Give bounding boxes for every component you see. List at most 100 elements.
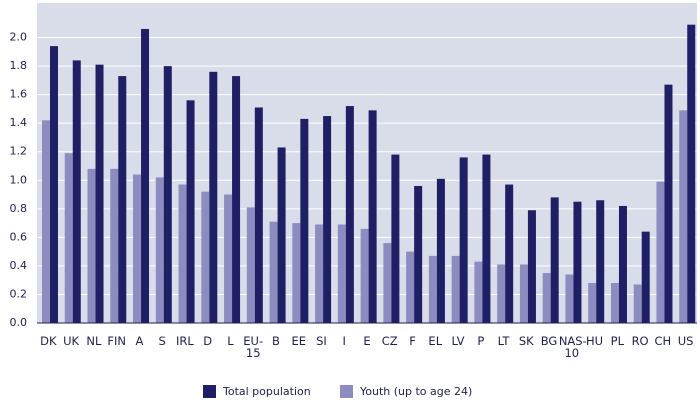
x-tick-label: IRL [176, 334, 194, 348]
bar [186, 100, 195, 323]
bar [133, 174, 142, 323]
y-tick-label: 2.0 [10, 31, 28, 44]
x-tick-label: L [227, 334, 234, 348]
bar [414, 185, 423, 323]
bar [315, 224, 324, 323]
bar [618, 205, 627, 323]
y-tick-label: 1.6 [10, 88, 28, 101]
x-tick-label: E [363, 334, 371, 348]
bar [391, 154, 400, 323]
bar [428, 255, 437, 323]
x-tick-label: S [158, 334, 166, 348]
bar [224, 194, 233, 323]
bar [588, 283, 597, 323]
bar [360, 228, 369, 323]
y-tick-label: 1.2 [10, 145, 28, 158]
x-tick-label: FIN [107, 334, 126, 348]
x-tick-label: US [677, 334, 694, 348]
bar [474, 261, 483, 323]
bar [542, 273, 551, 323]
bar [527, 210, 536, 323]
x-tick-label: D [203, 334, 213, 348]
x-tick-label: LT [497, 334, 510, 348]
x-tick-label: EL [428, 334, 443, 348]
bar [42, 120, 50, 323]
y-tick-label: 1.0 [10, 173, 28, 186]
y-tick-label: 1.4 [10, 116, 28, 129]
x-tick-label: F [409, 334, 416, 348]
bar [155, 177, 164, 323]
x-tick-label: UK [63, 334, 80, 348]
y-tick-label: 0.2 [10, 287, 28, 300]
bar [95, 64, 104, 323]
bar [436, 178, 445, 323]
bar [50, 46, 58, 323]
bar [163, 66, 172, 323]
bar [72, 60, 81, 324]
bar [451, 255, 460, 323]
bar [246, 207, 255, 323]
x-tick-label: SI [316, 334, 327, 348]
bar [656, 181, 665, 323]
x-tick-label: DK [40, 334, 57, 348]
bar [254, 107, 263, 324]
bar [337, 224, 346, 323]
bar [368, 110, 377, 323]
y-tick-label: 1.8 [10, 59, 28, 72]
legend-label: Youth (up to age 24) [359, 385, 472, 398]
x-tick-label: B [272, 334, 280, 348]
bar [118, 76, 127, 323]
x-tick-label: EU-15 [243, 334, 264, 360]
x-tick-label: CH [654, 334, 672, 348]
x-tick-label: CZ [381, 334, 398, 348]
x-tick-label: RO [631, 334, 649, 348]
bar [550, 197, 559, 323]
x-tick-label: HU [586, 334, 604, 348]
x-tick-label: EE [291, 334, 306, 348]
x-tick-label: NAS-10 [558, 334, 587, 360]
bar [497, 264, 506, 323]
bar [687, 24, 696, 323]
x-tick-label: I [342, 334, 346, 348]
bar [141, 28, 150, 324]
y-tick-label: 0.4 [10, 259, 28, 272]
x-tick-label: SK [518, 334, 534, 348]
bar [641, 231, 650, 323]
bar [110, 168, 119, 323]
x-tick-label: BG [540, 334, 558, 348]
bar [209, 71, 218, 323]
x-tick-label: P [477, 334, 485, 348]
bar [232, 76, 241, 323]
bar [87, 168, 96, 323]
y-tick-label: 0.0 [10, 316, 28, 329]
x-tick-label: NL [86, 334, 102, 348]
bar [679, 110, 688, 323]
bar [573, 201, 582, 323]
bar [64, 153, 73, 323]
bar [482, 154, 491, 323]
bar [596, 200, 605, 323]
x-tick-label: PL [610, 334, 625, 348]
bar [269, 221, 278, 323]
bar [664, 84, 673, 324]
bar [519, 264, 528, 323]
legend-label: Total population [222, 385, 311, 398]
legend-swatch [340, 385, 353, 398]
bar [633, 284, 642, 323]
bar [565, 274, 574, 323]
bar [292, 223, 301, 323]
legend-swatch [203, 385, 216, 398]
y-tick-label: 0.8 [10, 202, 28, 215]
bar [383, 243, 392, 323]
bar [345, 106, 354, 324]
bar [459, 157, 468, 323]
bar [610, 283, 619, 323]
bar [300, 118, 309, 324]
bar [323, 116, 332, 323]
x-tick-label: A [135, 334, 144, 348]
x-tick-label: LV [451, 334, 465, 348]
bar [406, 251, 415, 323]
bar [505, 184, 514, 323]
